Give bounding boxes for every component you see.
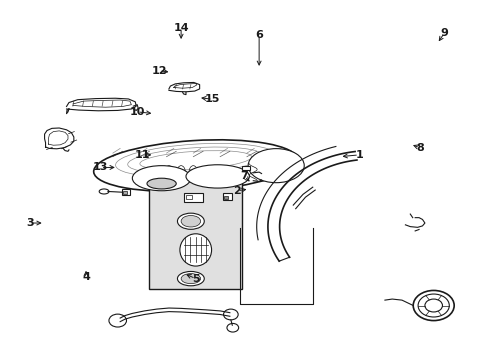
Bar xyxy=(122,189,130,195)
Text: 10: 10 xyxy=(129,107,144,117)
Ellipse shape xyxy=(147,178,176,189)
Ellipse shape xyxy=(181,216,200,227)
Ellipse shape xyxy=(177,271,204,286)
Ellipse shape xyxy=(180,234,211,266)
Bar xyxy=(185,195,191,199)
Ellipse shape xyxy=(94,140,297,192)
Text: 3: 3 xyxy=(26,218,34,228)
Text: 4: 4 xyxy=(82,272,90,282)
Bar xyxy=(222,193,232,200)
Bar xyxy=(183,193,203,202)
Text: 5: 5 xyxy=(191,274,199,284)
Ellipse shape xyxy=(181,274,200,284)
Text: 6: 6 xyxy=(255,30,263,40)
Ellipse shape xyxy=(132,166,190,191)
Bar xyxy=(241,166,250,170)
Text: 11: 11 xyxy=(134,150,149,160)
Text: 8: 8 xyxy=(415,143,423,153)
Text: 15: 15 xyxy=(204,94,220,104)
Text: 12: 12 xyxy=(151,66,166,76)
Bar xyxy=(224,196,227,199)
Bar xyxy=(123,191,127,194)
Text: 9: 9 xyxy=(440,28,447,38)
Ellipse shape xyxy=(185,165,249,188)
Ellipse shape xyxy=(177,213,204,229)
Text: 2: 2 xyxy=(233,186,241,196)
Text: 13: 13 xyxy=(93,162,108,172)
Text: 7: 7 xyxy=(240,171,248,181)
Text: 14: 14 xyxy=(173,23,188,33)
Text: 1: 1 xyxy=(354,150,362,160)
Bar xyxy=(149,180,242,289)
Ellipse shape xyxy=(247,149,304,183)
